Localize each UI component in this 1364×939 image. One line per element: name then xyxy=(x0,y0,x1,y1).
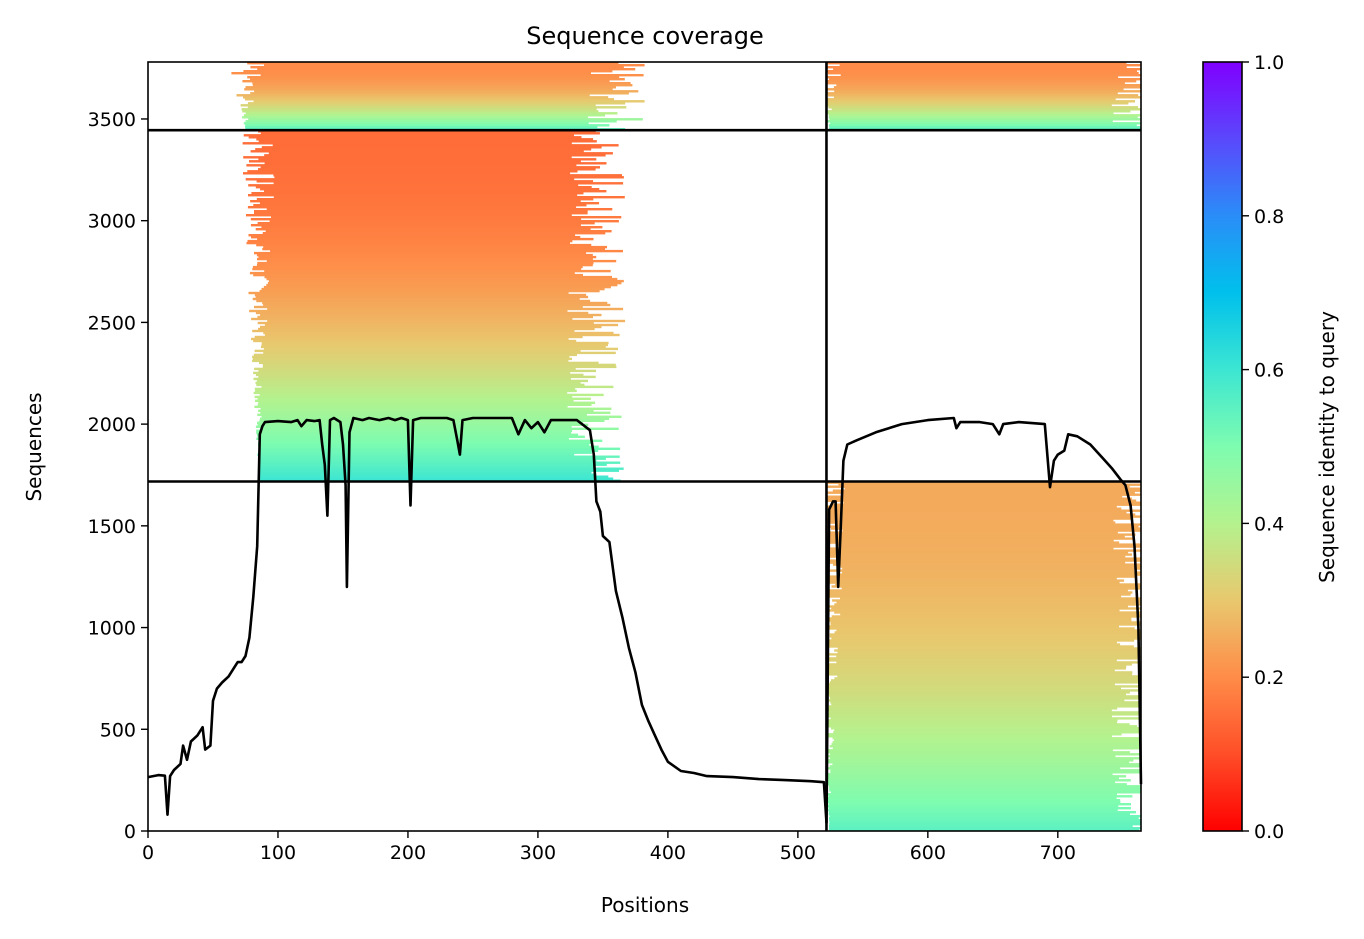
block-chain1-group3 xyxy=(231,62,644,131)
plot-area xyxy=(148,62,1141,831)
y-axis-ticks: 0 500 1000 1500 2000 2500 3000 3500 xyxy=(88,109,148,843)
x-tick-label: 400 xyxy=(650,842,686,864)
y-tick-label: 1500 xyxy=(88,516,136,538)
colorbar: 0.0 0.2 0.4 0.6 0.8 1.0 Sequence identity to … xyxy=(1203,52,1339,843)
x-tick-label: 600 xyxy=(910,842,946,864)
colorbar-tick-label: 0.2 xyxy=(1254,667,1284,689)
sequence-row xyxy=(253,84,633,86)
x-axis-label: Positions xyxy=(601,893,689,917)
sequence-coverage-chart: Sequence coverage 0 100 200 300 400 500 600 700… xyxy=(0,0,1364,939)
colorbar-tick-label: 1.0 xyxy=(1254,52,1284,74)
y-tick-label: 500 xyxy=(100,719,136,741)
colorbar-tick-label: 0.0 xyxy=(1254,821,1284,843)
colorbar-label: Sequence identity to query xyxy=(1315,311,1339,583)
colorbar-gradient xyxy=(1203,62,1242,831)
colorbar-ticks: 0.0 0.2 0.4 0.6 0.8 1.0 xyxy=(1242,52,1284,843)
x-tick-label: 0 xyxy=(142,842,154,864)
colorbar-tick-label: 0.6 xyxy=(1254,360,1284,382)
x-axis-ticks: 0 100 200 300 400 500 600 700 xyxy=(142,831,1076,864)
coverage-blocks xyxy=(231,62,1141,831)
y-tick-label: 3000 xyxy=(88,211,136,233)
colorbar-tick-label: 0.4 xyxy=(1254,513,1284,535)
sequence-row xyxy=(836,84,1141,86)
block-chain2-group3 xyxy=(827,62,1142,131)
y-tick-label: 1000 xyxy=(88,618,136,640)
y-tick-label: 2500 xyxy=(88,312,136,334)
y-tick-label: 0 xyxy=(124,821,136,843)
x-tick-label: 200 xyxy=(390,842,426,864)
y-axis-label: Sequences xyxy=(22,392,46,501)
y-tick-label: 2000 xyxy=(88,414,136,436)
chart-title: Sequence coverage xyxy=(526,22,763,50)
block-chain1-group2 xyxy=(243,130,625,482)
y-tick-label: 3500 xyxy=(88,109,136,131)
x-tick-label: 500 xyxy=(780,842,816,864)
x-tick-label: 300 xyxy=(520,842,556,864)
colorbar-tick-label: 0.8 xyxy=(1254,206,1284,228)
x-tick-label: 100 xyxy=(260,842,296,864)
block-chain2-group1 xyxy=(827,482,1142,832)
x-tick-label: 700 xyxy=(1040,842,1076,864)
